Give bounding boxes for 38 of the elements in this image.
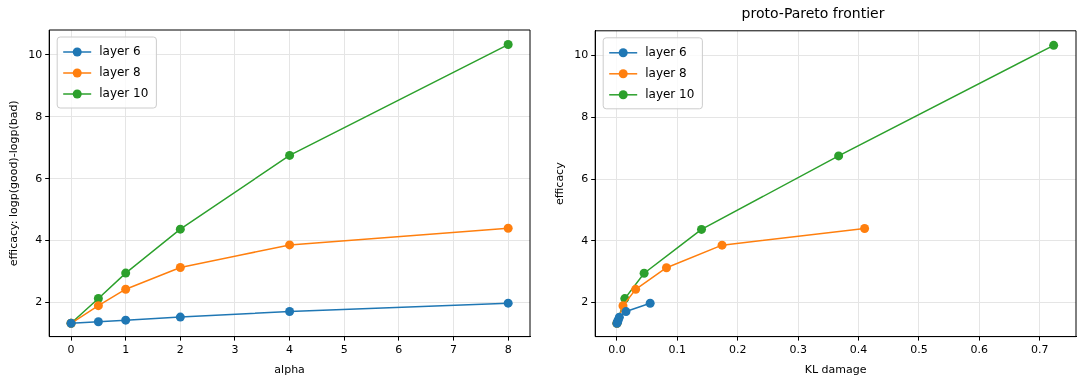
x-tick-label: 0.7: [1031, 343, 1049, 357]
y-tick-label: 10: [574, 48, 589, 62]
x-tick-label: 8: [504, 343, 512, 357]
x-tick-label: 4: [286, 343, 294, 357]
x-tick-label: 2: [176, 343, 184, 357]
x-axis-title: alpha: [274, 363, 305, 377]
chart-title: proto-Pareto frontier: [741, 5, 885, 22]
x-tick-label: 0.4: [849, 343, 868, 357]
y-tick-label: 10: [28, 47, 43, 61]
legend-label: layer 10: [645, 86, 695, 101]
x-tick-label: 5: [340, 343, 348, 357]
legend-label: layer 6: [645, 44, 687, 59]
x-tick-label: 0.2: [729, 343, 747, 357]
x-axis-title: KL damage: [804, 363, 867, 377]
y-tick-label: 8: [581, 110, 589, 124]
y-axis-title: efficacy: logp(good)-logp(bad): [7, 100, 21, 267]
x-tick-label: 0.6: [970, 343, 989, 357]
legend-label: layer 8: [645, 65, 687, 80]
y-tick-label: 2: [581, 295, 589, 309]
x-tick-label: 0.5: [910, 343, 928, 357]
legend-label: layer 10: [99, 86, 149, 101]
y-tick-label: 4: [35, 233, 43, 247]
x-tick-label: 0.1: [668, 343, 687, 357]
x-tick-label: 3: [231, 343, 239, 357]
y-tick-label: 2: [35, 295, 43, 309]
y-tick-label: 8: [35, 109, 43, 123]
y-axis-title: efficacy: [553, 161, 567, 206]
y-tick-label: 6: [581, 171, 589, 185]
x-tick-label: 7: [450, 343, 458, 357]
x-tick-label: 1: [122, 343, 130, 357]
legend-label: layer 8: [99, 65, 141, 80]
y-tick-label: 6: [35, 171, 43, 185]
legend-label: layer 6: [99, 44, 141, 59]
x-tick-label: 6: [395, 343, 403, 357]
x-tick-label: 0: [67, 343, 75, 357]
y-tick-label: 4: [581, 233, 589, 247]
x-tick-label: 0.3: [789, 343, 807, 357]
x-tick-label: 0.0: [608, 343, 626, 357]
